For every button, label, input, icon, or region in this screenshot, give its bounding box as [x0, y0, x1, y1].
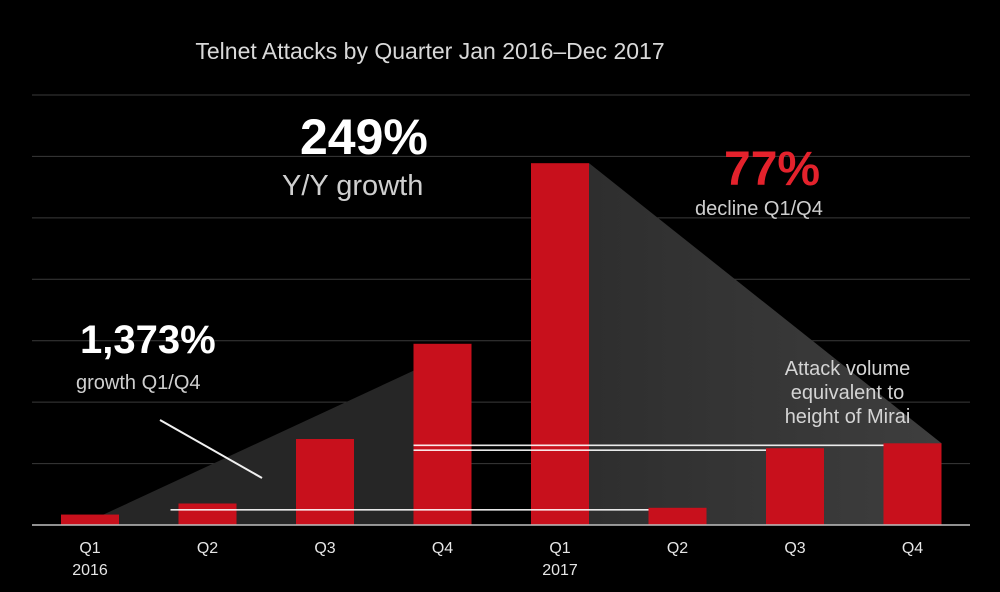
x-tick-year-2016: 2016: [72, 562, 108, 579]
mirai-note: Attack volume equivalent to height of Mi…: [755, 357, 940, 429]
bar-q3-2: [296, 439, 354, 525]
bar-q1-4: [531, 163, 589, 525]
x-tick-q1-4: Q1: [549, 540, 570, 557]
x-tick-q4-3: Q4: [432, 540, 453, 557]
chart-title: Telnet Attacks by Quarter Jan 2016–Dec 2…: [0, 38, 860, 65]
x-tick-q1-0: Q1: [79, 540, 100, 557]
bar-q2-5: [649, 508, 707, 525]
yy-growth-value: 249%: [300, 108, 428, 166]
bar-q2-1: [179, 504, 237, 526]
mirai-note-line-1: Attack volume: [755, 357, 940, 381]
growth-trend-wedge: [81, 344, 472, 525]
x-tick-q3-2: Q3: [314, 540, 335, 557]
telnet-attacks-chart: Q1 2016 Q2 Q3 Q4 Q1 2017 Q2 Q3 Q4: [0, 0, 1000, 592]
x-tick-q3-6: Q3: [784, 540, 805, 557]
x-tick-q4-7: Q4: [902, 540, 923, 557]
x-tick-q2-5: Q2: [667, 540, 688, 557]
x-tick-q2-1: Q2: [197, 540, 218, 557]
growth-q1-q4-label: growth Q1/Q4: [76, 372, 201, 395]
growth-q1-q4-value: 1,373%: [80, 318, 216, 363]
decline-q1-q4-label: decline Q1/Q4: [695, 198, 823, 221]
mirai-note-line-2: equivalent to: [755, 381, 940, 405]
bar-q1-0: [61, 515, 119, 525]
bar-q4-3: [414, 344, 472, 525]
decline-q1-q4-value: 77%: [724, 142, 820, 197]
bar-q3-6: [766, 448, 824, 525]
chart-stage: Q1 2016 Q2 Q3 Q4 Q1 2017 Q2 Q3 Q4 Telnet Attacks …: [0, 0, 1000, 592]
mirai-note-line-3: height of Mirai: [755, 405, 940, 429]
x-tick-year-2017: 2017: [542, 562, 578, 579]
x-axis-ticks: Q1 2016 Q2 Q3 Q4 Q1 2017 Q2 Q3 Q4: [72, 540, 923, 579]
bar-q4-7: [884, 443, 942, 525]
yy-growth-label: Y/Y growth: [282, 170, 423, 203]
